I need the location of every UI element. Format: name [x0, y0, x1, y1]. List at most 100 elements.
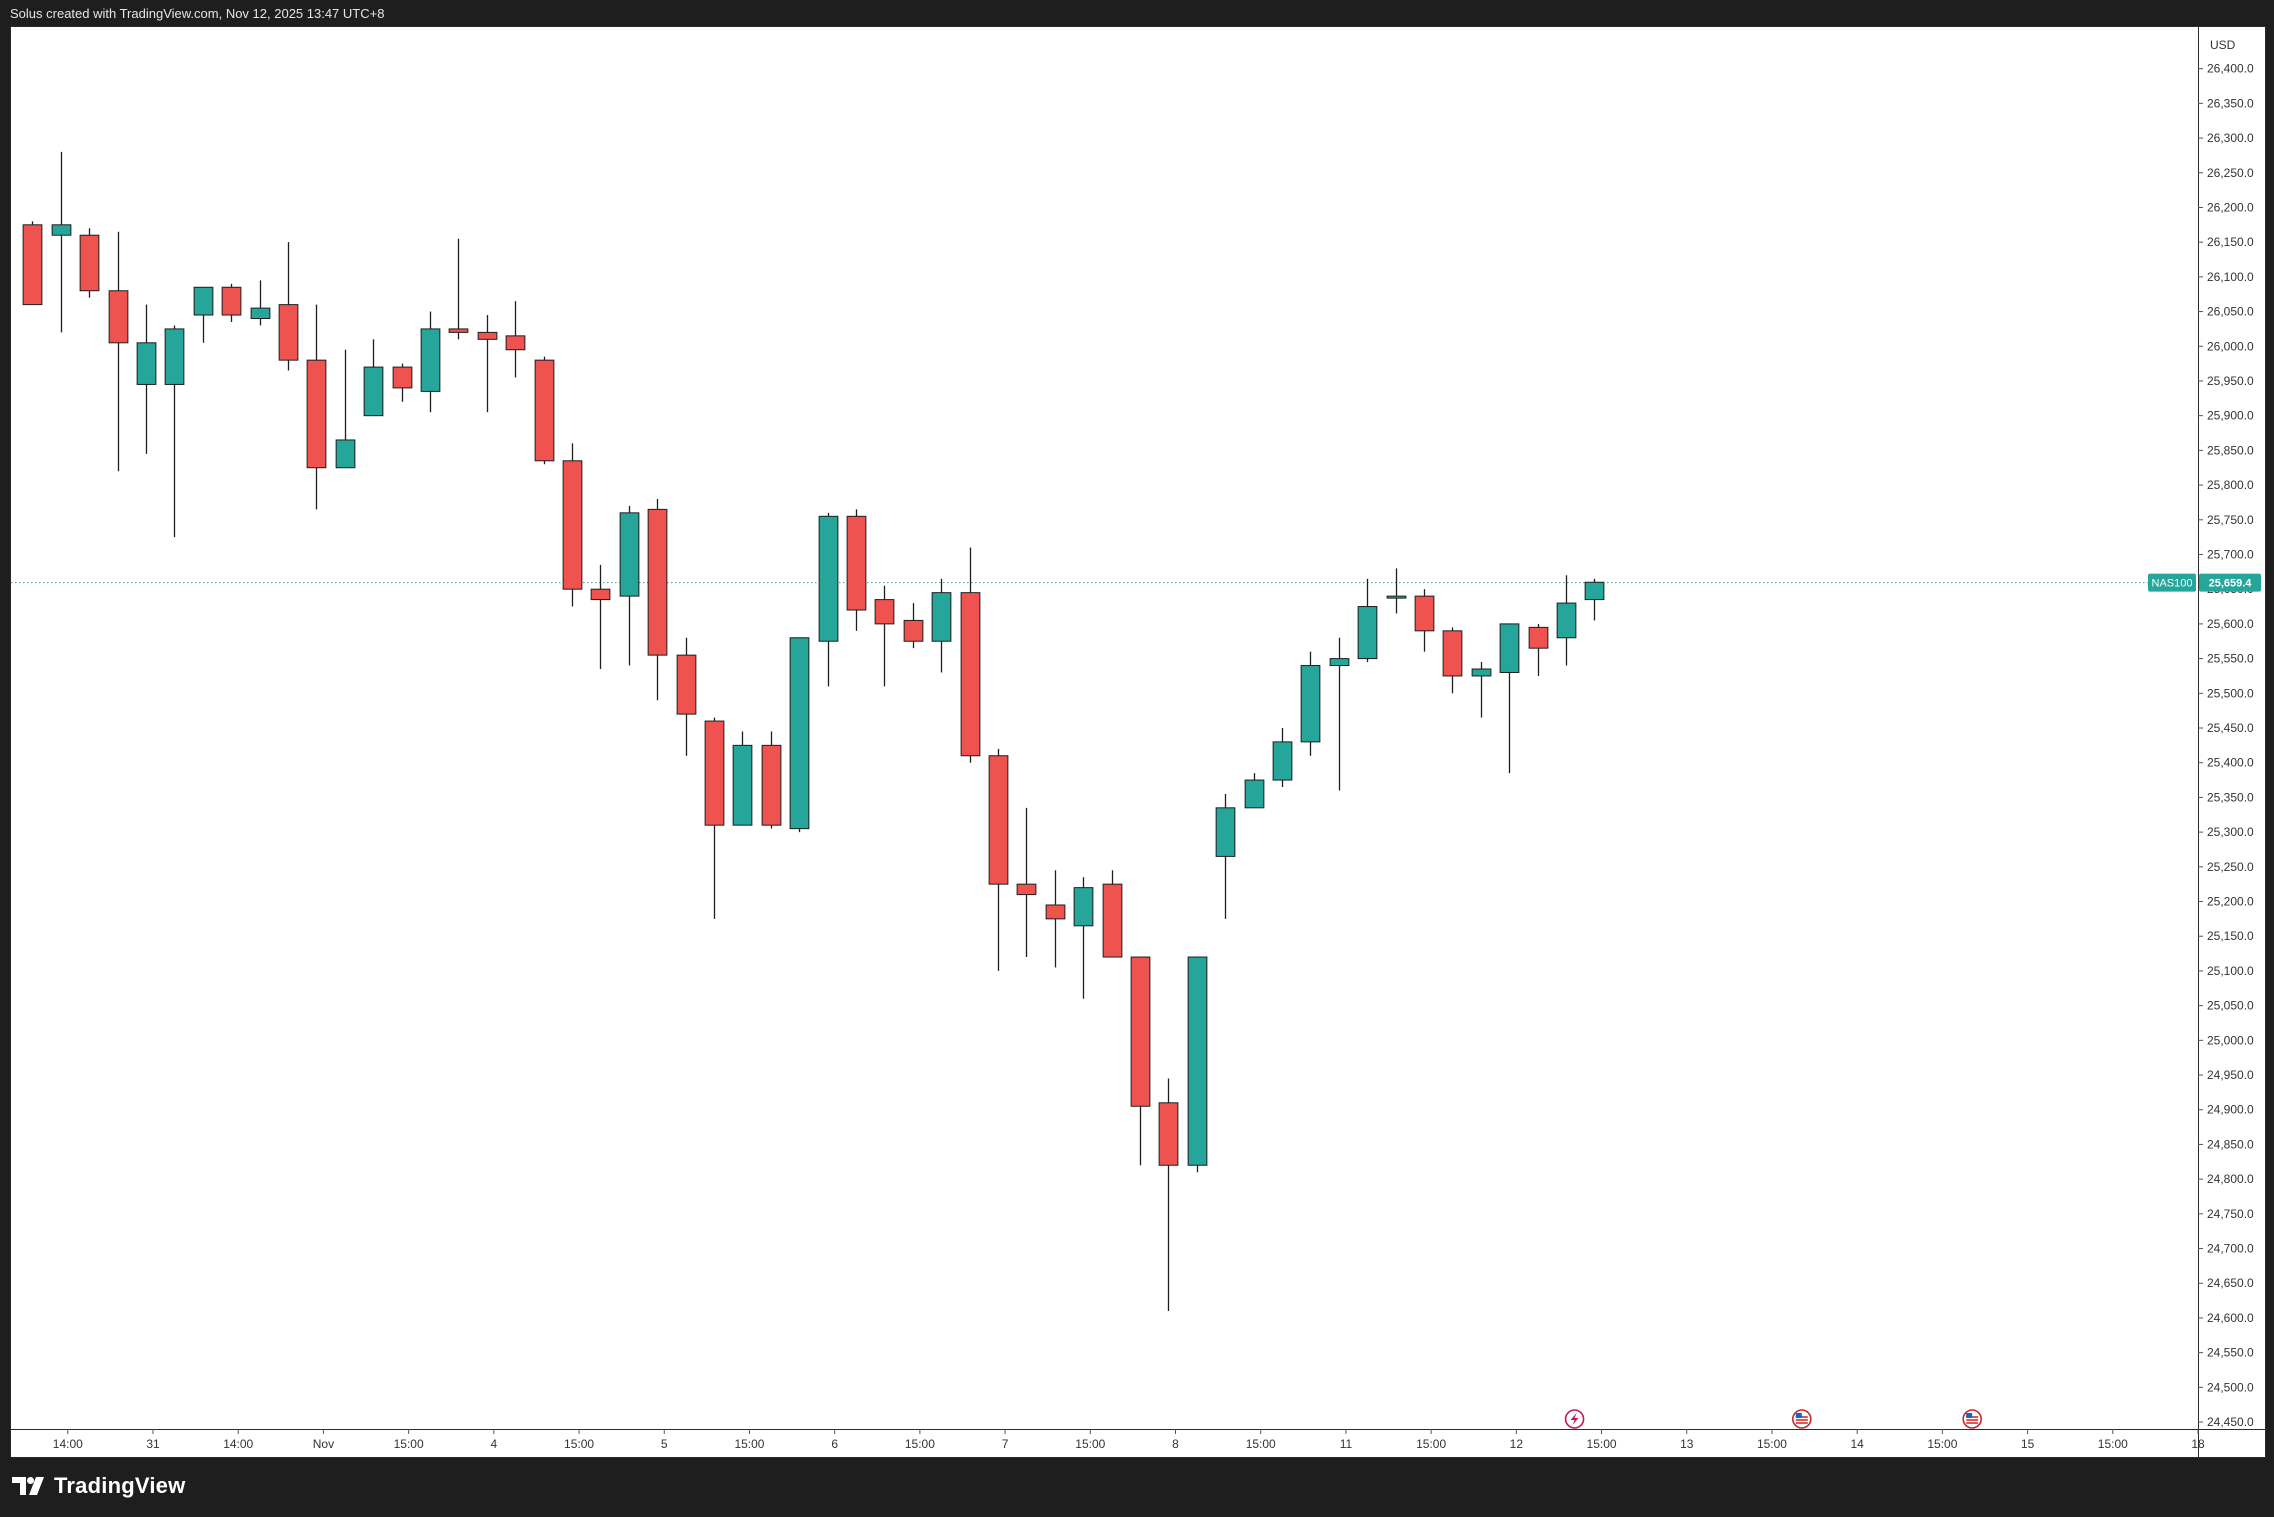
candle-body: [164, 328, 185, 385]
candle-up: [1584, 578, 1605, 621]
y-tick-label: 24,950.0: [2207, 1068, 2254, 1082]
candle-up: [193, 286, 214, 343]
candle-down: [704, 717, 725, 919]
price-badge-background: [2199, 573, 2261, 592]
candle-up: [164, 325, 185, 538]
candle-up: [789, 637, 810, 833]
candle-down: [874, 585, 895, 687]
candle-down: [505, 301, 526, 378]
y-tick-label: 25,550.0: [2207, 652, 2254, 666]
us-flag-icon[interactable]: [1791, 1409, 1812, 1429]
flag-canton: [1966, 1413, 1973, 1418]
us-flag-icon[interactable]: [1962, 1409, 1982, 1429]
candle-body: [108, 290, 129, 344]
x-tick-label: 15:00: [1927, 1437, 1957, 1451]
candle-body: [1244, 779, 1265, 809]
candle-body: [988, 755, 1009, 885]
y-tick-label: 25,400.0: [2207, 756, 2254, 770]
y-tick-label: 25,800.0: [2207, 478, 2254, 492]
candle-up: [1215, 793, 1236, 919]
y-tick-label: 25,350.0: [2207, 790, 2254, 804]
candle-body: [420, 328, 441, 392]
x-tick-label: 15:00: [1416, 1437, 1446, 1451]
candle-body: [1556, 602, 1577, 639]
candle-up: [51, 151, 72, 333]
y-tick-label: 26,150.0: [2207, 235, 2254, 249]
candle-body: [789, 637, 810, 830]
candles-group: [22, 151, 1605, 1312]
candle-body: [1016, 883, 1037, 896]
us-flag-circle: [1791, 1409, 1812, 1429]
lightning-bolt: [1570, 1413, 1579, 1425]
y-axis[interactable]: USD 24,450.0 24,500.0 24,550.0 24,600.0 24,6…: [2198, 38, 2254, 1429]
candle-body: [79, 234, 100, 292]
candle-body: [534, 359, 555, 462]
y-tick-label: 25,450.0: [2207, 721, 2254, 735]
candle-body: [761, 744, 782, 826]
candle-body: [250, 307, 271, 320]
candle-body: [335, 439, 356, 469]
candle-up: [250, 280, 271, 326]
y-tick-label: 26,050.0: [2207, 305, 2254, 319]
x-tick-label: 14: [1850, 1437, 1864, 1451]
y-tick-label: 25,250.0: [2207, 860, 2254, 874]
y-tick-label: 26,350.0: [2207, 96, 2254, 110]
candle-down: [960, 547, 981, 763]
y-tick-label: 25,750.0: [2207, 513, 2254, 527]
y-tick-label: 25,150.0: [2207, 929, 2254, 943]
x-tick-label: 31: [146, 1437, 160, 1451]
x-tick-label: 7: [1002, 1437, 1009, 1451]
candle-up: [1244, 773, 1265, 809]
candle-body: [22, 224, 43, 306]
candle-body: [874, 599, 895, 625]
candle-down: [846, 509, 867, 631]
candle-body: [704, 720, 725, 826]
y-tick-label: 26,300.0: [2207, 131, 2254, 145]
candle-up: [732, 731, 753, 826]
y-tick-label: 26,000.0: [2207, 339, 2254, 353]
candle-down: [1158, 1078, 1179, 1312]
candlestick-chart[interactable]: USD 24,450.0 24,500.0 24,550.0 24,600.0 24,6…: [11, 27, 2265, 1457]
candle-body: [278, 304, 299, 361]
candle-up: [136, 304, 157, 454]
candle-down: [676, 637, 697, 756]
y-tick-label: 24,550.0: [2207, 1346, 2254, 1360]
x-tick-label: 15: [2021, 1437, 2035, 1451]
candle-body: [732, 744, 753, 826]
candle-down: [1016, 807, 1037, 958]
candle-body: [903, 619, 924, 642]
y-tick-label: 24,650.0: [2207, 1276, 2254, 1290]
candle-down: [1414, 589, 1435, 652]
y-tick-label: 25,100.0: [2207, 964, 2254, 978]
candle-body: [931, 592, 952, 642]
x-tick-label: 15:00: [734, 1437, 764, 1451]
x-tick-label: 15:00: [394, 1437, 424, 1451]
candle-body: [960, 592, 981, 757]
candle-body: [193, 286, 214, 316]
candle-body: [448, 328, 469, 333]
candle-down: [590, 564, 611, 670]
candle-up: [818, 512, 839, 687]
candle-up: [335, 349, 356, 469]
x-tick-label: 15:00: [564, 1437, 594, 1451]
event-markers-group[interactable]: [1564, 1409, 1982, 1429]
x-tick-label: 13: [1680, 1437, 1694, 1451]
y-tick-label: 25,050.0: [2207, 999, 2254, 1013]
candle-body: [1584, 581, 1605, 601]
candle-body: [306, 359, 327, 469]
candle-body: [562, 460, 583, 590]
candle-up: [420, 311, 441, 413]
candle-down: [1102, 870, 1123, 958]
x-axis[interactable]: 14:00 31 14:00 Nov 15:00 4 15:00 5 15:00 6 15:00 7 1…: [53, 1429, 2205, 1451]
y-tick-label: 25,850.0: [2207, 443, 2254, 457]
candle-body: [1442, 630, 1463, 677]
y-tick-label: 24,500.0: [2207, 1380, 2254, 1394]
candle-up: [1499, 623, 1520, 774]
lightning-icon[interactable]: [1564, 1409, 1585, 1429]
tradingview-logo[interactable]: TradingView: [12, 1473, 185, 1499]
candle-up: [363, 339, 384, 417]
chart-panel[interactable]: USD 24,450.0 24,500.0 24,550.0 24,600.0 24,6…: [10, 26, 2266, 1458]
candle-up: [1187, 956, 1208, 1173]
x-tick-label: 15:00: [1075, 1437, 1105, 1451]
candle-down: [278, 242, 299, 371]
